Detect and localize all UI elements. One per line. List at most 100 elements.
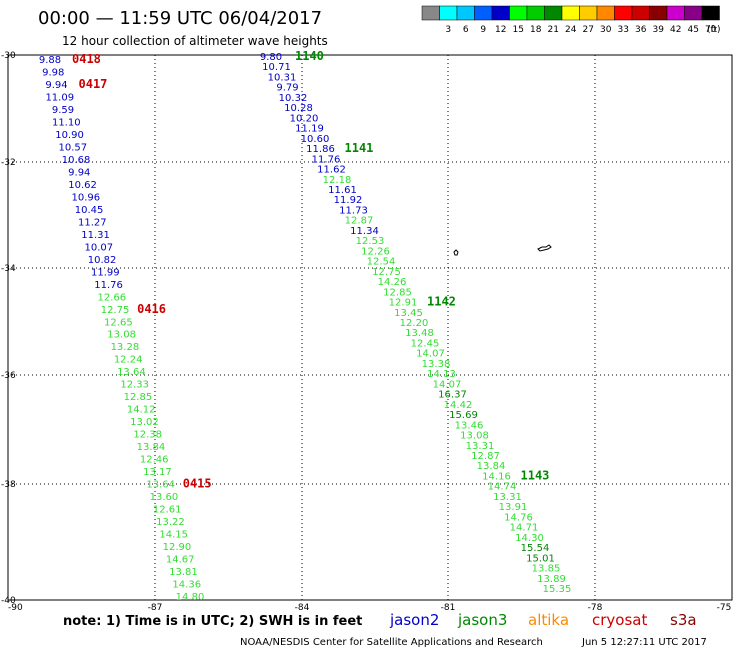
- legend-tick-label: 15: [513, 25, 524, 35]
- wave-height-value: 11.99: [91, 267, 120, 278]
- wave-height-value: 12.75: [372, 267, 401, 278]
- pass-id-label: 0415: [183, 477, 212, 491]
- wave-height-value: 10.32: [279, 93, 308, 104]
- wave-height-value: 11.34: [350, 226, 379, 237]
- latitude-label: -34: [1, 264, 16, 274]
- latitude-label: -38: [1, 480, 16, 490]
- wave-height-value: 10.90: [55, 130, 84, 141]
- legend-tick-label: 33: [618, 25, 629, 35]
- wave-height-value: 10.31: [268, 72, 297, 83]
- wave-height-value: 15.35: [543, 584, 572, 595]
- wave-height-value: 12.65: [104, 317, 133, 328]
- color-scale-legend: 3 6 9 12 15 18 21 24 27 30 33 36 39 42 45 70(ft): [421, 5, 721, 35]
- map-title: 00:00 — 11:59 UTC 06/04/2017: [38, 8, 322, 29]
- wave-height-value: 13.31: [493, 492, 522, 503]
- wave-height-value: 12.53: [356, 236, 385, 247]
- legend-swatch: [649, 5, 668, 21]
- longitude-label: -87: [148, 603, 163, 613]
- wave-height-value: 12.54: [367, 257, 396, 268]
- satellite-name-altika: altika: [528, 611, 569, 629]
- wave-height-value: 11.10: [52, 117, 81, 128]
- legend-tick-label: 45: [688, 25, 699, 35]
- wave-height-value: 9.79: [276, 83, 298, 94]
- wave-height-value: 14.15: [159, 530, 188, 541]
- axis-labels: -90 -87 -84 -81 -78 -75 -30 -32 -34 -36 -38 -40: [1, 51, 731, 613]
- wave-height-value: 13.48: [405, 328, 434, 339]
- wave-height-value: 14.13: [427, 369, 456, 380]
- latitude-label: -30: [1, 51, 16, 61]
- wave-height-value: 13.31: [466, 441, 495, 452]
- wave-height-value: 14.42: [444, 400, 473, 411]
- pass-id-label: 1140: [295, 49, 324, 63]
- wave-height-value: 13.89: [537, 574, 566, 585]
- wave-height-value: 12.66: [98, 292, 127, 303]
- legend-swatch: [579, 5, 598, 21]
- legend-tick-label: 70: [705, 25, 717, 35]
- wave-height-value: 16.37: [438, 390, 467, 401]
- wave-height-value: 12.91: [389, 298, 418, 309]
- wave-height-value: 12.87: [471, 451, 500, 462]
- map-frame: [7, 54, 733, 601]
- wave-height-value: 9.94: [45, 80, 67, 91]
- wave-height-value: 12.75: [101, 305, 130, 316]
- longitude-label: -84: [295, 603, 310, 613]
- wave-height-value: 10.82: [88, 255, 117, 266]
- pass-id-label: 0417: [79, 77, 108, 91]
- legend-tick-label: 39: [653, 25, 665, 35]
- wave-height-value: 9.98: [42, 67, 64, 78]
- wave-height-value: 11.31: [81, 230, 110, 241]
- longitude-label: -78: [588, 603, 603, 613]
- longitude-label: -75: [717, 603, 732, 613]
- map-subtitle: 12 hour collection of altimeter wave hei…: [62, 34, 328, 48]
- wave-height-value: 14.74: [488, 482, 517, 493]
- latitude-label: -40: [1, 596, 16, 606]
- wave-height-value: 14.76: [504, 512, 533, 523]
- wave-height-value: 13.08: [460, 431, 489, 442]
- wave-height-value: 11.76: [94, 280, 123, 291]
- legend-swatch: [474, 5, 493, 21]
- island-outlines: [453, 244, 552, 256]
- legend-swatch: [439, 5, 458, 21]
- wave-height-value: 13.02: [130, 417, 159, 428]
- legend-swatch: [544, 5, 563, 21]
- island-shape: [453, 249, 459, 256]
- legend-swatch: [684, 5, 703, 21]
- legend-tick-label: 27: [583, 25, 594, 35]
- legend-swatch: [666, 5, 685, 21]
- wave-height-value: 12.90: [163, 542, 192, 553]
- wave-height-value: 12.24: [114, 355, 143, 366]
- wave-height-value: 11.19: [295, 124, 324, 135]
- wave-height-value: 13.45: [394, 308, 423, 319]
- generated-timestamp: Jun 5 12:27:11 UTC 2017: [581, 637, 707, 648]
- wave-height-value: 13.84: [137, 442, 166, 453]
- wave-height-value: 12.46: [140, 455, 169, 466]
- wave-height-value: 11.61: [328, 185, 357, 196]
- wave-height-value: 11.09: [45, 92, 74, 103]
- wave-height-value: 13.81: [169, 567, 198, 578]
- legend-swatch: [631, 5, 650, 21]
- wave-height-value: 10.28: [284, 103, 313, 114]
- wave-height-value: 12.18: [323, 175, 352, 186]
- pass-id-label: 0416: [137, 302, 166, 316]
- legend-tick-label: 6: [463, 25, 469, 35]
- wave-height-value: 14.30: [515, 533, 544, 544]
- wave-height-value: 12.38: [133, 430, 162, 441]
- wave-height-value: 12.87: [345, 216, 374, 227]
- wave-height-value: 14.80: [176, 592, 205, 603]
- wave-height-value: 11.76: [312, 154, 341, 165]
- legend-tick-label: 36: [635, 25, 647, 35]
- wave-height-value: 10.20: [290, 113, 319, 124]
- wave-height-value: 13.38: [422, 359, 451, 370]
- legend-tick-label: 24: [565, 25, 577, 35]
- wave-height-value: 13.85: [532, 564, 561, 575]
- wave-height-value: 13.17: [143, 467, 172, 478]
- wave-height-value: 11.73: [339, 205, 368, 216]
- wave-height-value: 15.01: [526, 553, 555, 564]
- wave-height-value: 13.91: [499, 502, 528, 513]
- longitude-label: -81: [441, 603, 456, 613]
- wave-height-value: 13.28: [111, 342, 140, 353]
- satellite-track-east: 9.8010.7110.319.7910.3210.2810.2011.1910…: [260, 52, 571, 595]
- wave-height-value: 12.85: [124, 392, 153, 403]
- wave-height-value: 13.60: [150, 492, 179, 503]
